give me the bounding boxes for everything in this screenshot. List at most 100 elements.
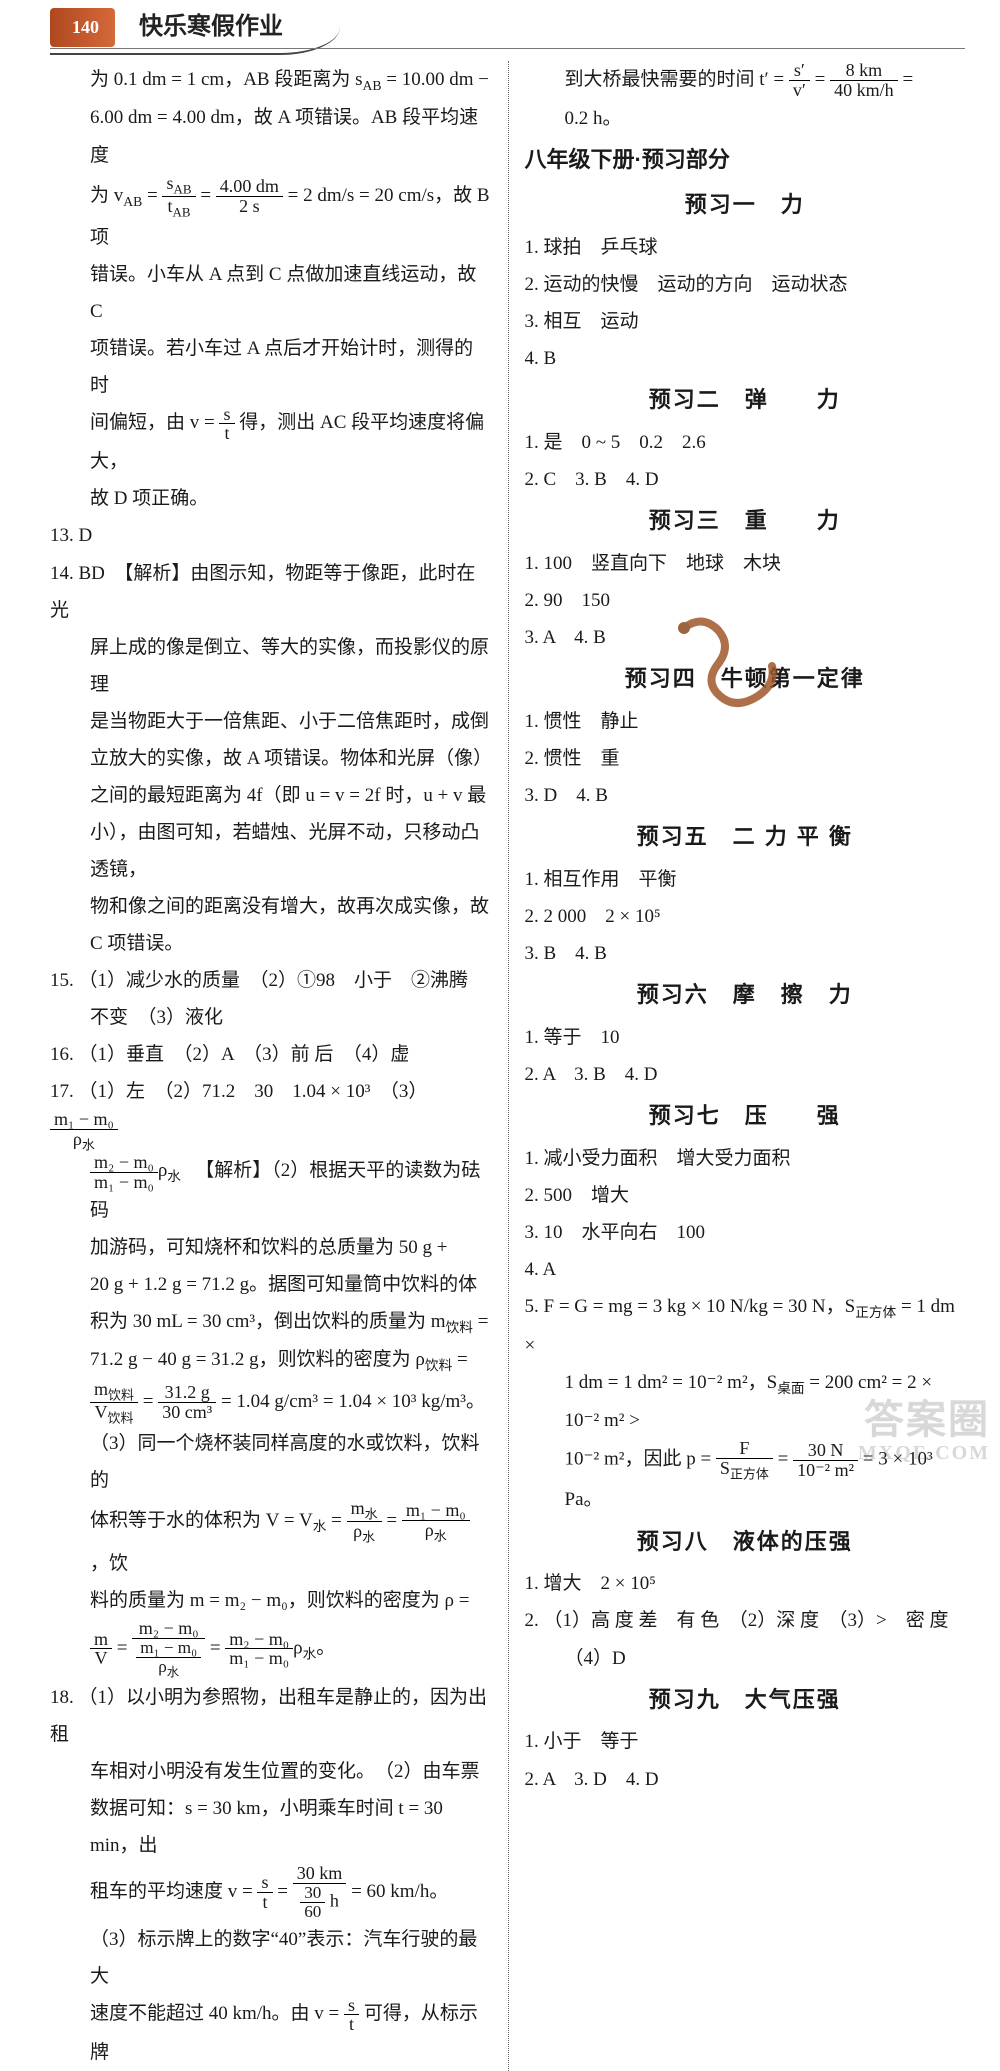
numerator: s′ (789, 61, 810, 80)
numerator: m₂ − m₀ (90, 1153, 158, 1172)
preview-2-title: 预习二 弹 力 (525, 379, 966, 422)
subscript: 饮料 (108, 1410, 134, 1425)
denominator: m₁ − m₀ (90, 1172, 158, 1192)
text: = (142, 185, 162, 206)
text-line: 3. 10 水平向右 100 (525, 1214, 966, 1251)
subscript: 水 (434, 1528, 447, 1543)
text-line: 到大桥最快需要的时间 t′ = s′v′ = 8 km40 km/h = (525, 61, 966, 100)
text: 10⁻² m²，因此 p = (565, 1449, 716, 1470)
fraction: 30 N10⁻² m² (793, 1441, 858, 1480)
answer-15: 15. （1）减少水的质量 （2）①98 小于 ②沸腾 (50, 962, 492, 999)
subscript: 水 (313, 1519, 327, 1534)
text: = 10.00 dm − (382, 69, 489, 90)
preview-6-title: 预习六 摩 擦 力 (525, 974, 966, 1017)
fraction: st (257, 1873, 272, 1912)
denominator: m₁ − m₀ρ水 (132, 1638, 205, 1679)
fraction: st (219, 405, 234, 444)
text-line: 3. 相互 运动 (525, 303, 966, 340)
text-line: 体积等于水的体积为 V = V水 = m水ρ水 = m₁ − m₀ρ水 ，饮 (50, 1499, 492, 1582)
denominator: t (344, 2014, 359, 2034)
fraction: 4.00 dm2 s (216, 177, 283, 216)
text-line: （3）同一个烧杯装同样高度的水或饮料，饮料的 (50, 1425, 492, 1499)
text-line: 2. 运动的快慢 运动的方向 运动状态 (525, 266, 966, 303)
subscript: 饮料 (446, 1319, 473, 1334)
denominator: V (90, 1648, 112, 1668)
text: 。 (316, 1637, 335, 1658)
text: ρ (293, 1637, 302, 1658)
answer-14: 14. BD 【解析】由图示知，物距等于像距，此时在光 (50, 555, 492, 629)
text-line: m₂ − m₀m₁ − m₀ρ水 【解析】（2）根据天平的读数为砝码 (50, 1152, 492, 1228)
text-line: 1. 惯性 静止 (525, 703, 966, 740)
answer-13: 13. D (50, 517, 492, 554)
subscript: 水 (82, 1138, 95, 1153)
denominator: 40 km/h (830, 80, 898, 100)
text-line: 0.2 h。 (525, 100, 966, 137)
text: = (902, 69, 913, 90)
denominator: ρ (353, 1521, 362, 1541)
text-line: 2. A 3. B 4. D (525, 1056, 966, 1093)
text-line: 2. 90 150 (525, 582, 966, 619)
text: 1 dm = 1 dm² = 10⁻² m²，S (565, 1372, 778, 1393)
numerator: s (166, 173, 173, 193)
text: = 1.04 g/cm³ = 1.04 × 10³ kg/m³。 (221, 1391, 485, 1412)
text-line: 间偏短，由 v = st 得，测出 AC 段平均速度将偏大， (50, 404, 492, 480)
numerator: s (257, 1873, 272, 1892)
text: ρ (158, 1160, 167, 1181)
text-line: 速度不能超过 40 km/h。由 v = st 可得，从标示牌 (50, 1995, 492, 2071)
text-line: 加游码，可知烧杯和饮料的总质量为 50 g + (50, 1229, 492, 1266)
denominator: m₁ − m₀ (225, 1648, 293, 1668)
watermark-cn: 答案圈 (858, 1398, 990, 1442)
text: = 60 km/h。 (351, 1881, 448, 1902)
text-line: 1. 等于 10 (525, 1019, 966, 1056)
numerator: m (90, 1630, 112, 1649)
text-line: 物和像之间的距离没有增大，故再次成实像，故 (50, 888, 492, 925)
numerator: 30 N (793, 1441, 858, 1460)
text: = (277, 1881, 292, 1902)
text-line: 错误。小车从 A 点到 C 点做加速直线运动，故 C (50, 256, 492, 330)
fraction: 31.2 g30 cm³ (158, 1383, 216, 1422)
subscript: 正方体 (855, 1305, 896, 1320)
text: ，饮 (90, 1553, 128, 1574)
text-line: 数据可知：s = 30 km，小明乘车时间 t = 30 min，出 (50, 1790, 492, 1864)
page-number: 140 (50, 8, 115, 47)
text-line: 1. 100 竖直向下 地球 木块 (525, 545, 966, 582)
fraction: s′v′ (789, 61, 810, 100)
text: h (325, 1891, 339, 1911)
text-line: 为 0.1 dm = 1 cm，AB 段距离为 sAB = 10.00 dm − (50, 61, 492, 99)
subscript: 水 (362, 1530, 375, 1545)
text-line: 6.00 dm = 4.00 dm，故 A 项错误。AB 段平均速度 (50, 99, 492, 173)
subscript: 桌面 (777, 1381, 804, 1396)
text-line: 不变 （3）液化 (50, 999, 492, 1036)
text-line: 2. A 3. D 4. D (525, 1761, 966, 1798)
fraction: sABtAB (162, 174, 195, 220)
text-line: C 项错误。 (50, 925, 492, 962)
fraction: st (344, 1996, 359, 2035)
denominator: v′ (789, 80, 810, 100)
subscript: AB (123, 193, 142, 208)
text-line: 1. 球拍 乒乓球 (525, 229, 966, 266)
text-line: 5. F = G = mg = 3 kg × 10 N/kg = 30 N，S正… (525, 1288, 966, 1364)
text-line: 20 g + 1.2 g = 71.2 g。据图可知量筒中饮料的体 (50, 1266, 492, 1303)
subscript: 饮料 (425, 1358, 452, 1373)
denominator: 30 cm³ (158, 1402, 216, 1422)
fraction: m₁ − m₀ρ水 (50, 1110, 118, 1152)
text-line: 1. 减小受力面积 增大受力面积 (525, 1140, 966, 1177)
fraction: 3060 (300, 1884, 325, 1921)
text-line: 1. 是 0 ~ 5 0.2 2.6 (525, 424, 966, 461)
answer-16: 16. （1）垂直 （2）A （3）前 后 （4）虚 (50, 1036, 492, 1073)
numerator: m (351, 1498, 365, 1518)
text-line: 3. A 4. B (525, 619, 966, 656)
preview-5-title: 预习五 二 力 平 衡 (525, 816, 966, 859)
text: = (778, 1449, 793, 1470)
text: = (143, 1391, 158, 1412)
text: = (386, 1510, 401, 1531)
preview-1-title: 预习一 力 (525, 184, 966, 227)
page-header: 140 快乐寒假作业 (50, 0, 965, 55)
text: = (210, 1637, 225, 1658)
right-column: 到大桥最快需要的时间 t′ = s′v′ = 8 km40 km/h = 0.2… (508, 61, 966, 2071)
numerator: F (716, 1439, 773, 1458)
denominator: ρ (73, 1129, 82, 1149)
numerator: 31.2 g (158, 1383, 216, 1402)
numerator: 4.00 dm (216, 177, 283, 196)
text-line: （4）D (525, 1640, 966, 1677)
